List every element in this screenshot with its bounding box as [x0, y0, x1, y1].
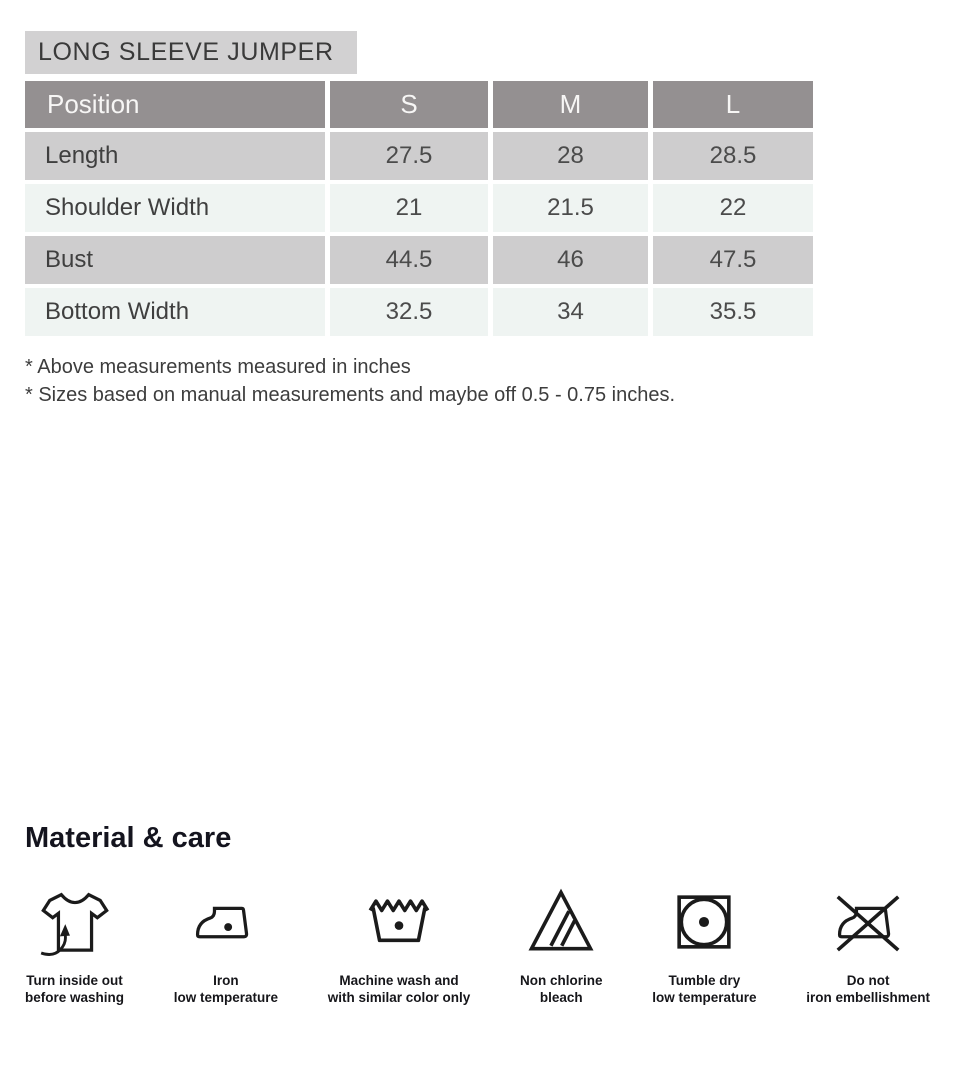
care-item-do-not-iron: Do not iron embellishment [806, 886, 930, 1006]
cell-shoulder-l: 22 [653, 184, 813, 232]
cell-bust-m: 46 [493, 236, 648, 284]
cell-bottom-m: 34 [493, 288, 648, 336]
machine-wash-icon [363, 886, 435, 958]
cell-length-m: 28 [493, 132, 648, 180]
size-chart-table: Position S M L Length 27.5 28 28.5 Shoul… [25, 81, 813, 336]
row-label-length: Length [25, 132, 325, 180]
footnotes: * Above measurements measured in inches … [25, 353, 958, 409]
size-guide-page: LONG SLEEVE JUMPER Position S M L Length… [0, 31, 958, 1086]
footnote-units: * Above measurements measured in inches [25, 356, 411, 378]
column-header-m: M [493, 81, 648, 128]
cell-shoulder-s: 21 [330, 184, 488, 232]
row-label-bust: Bust [25, 236, 325, 284]
row-label-bottom-width: Bottom Width [25, 288, 325, 336]
non-chlorine-bleach-icon [522, 886, 600, 958]
cell-bust-s: 44.5 [330, 236, 488, 284]
care-item-machine-wash: Machine wash and with similar color only [327, 886, 471, 1006]
turn-inside-out-icon [38, 886, 112, 958]
care-label: Turn inside out before washing [25, 973, 125, 1005]
care-item-non-chlorine: Non chlorine bleach [520, 886, 603, 1006]
care-label: Do not iron embellishment [806, 973, 930, 1005]
column-header-l: L [653, 81, 813, 128]
material-care-heading: Material & care [25, 822, 232, 854]
cell-bottom-l: 35.5 [653, 288, 813, 336]
care-symbols-row: Turn inside out before washing Iron low … [25, 886, 930, 1006]
care-item-iron-low: Iron low temperature [174, 886, 278, 1006]
cell-bust-l: 47.5 [653, 236, 813, 284]
cell-length-l: 28.5 [653, 132, 813, 180]
cell-bottom-s: 32.5 [330, 288, 488, 336]
care-item-turn-inside-out: Turn inside out before washing [25, 886, 124, 1006]
product-title-box: LONG SLEEVE JUMPER [25, 31, 357, 74]
column-header-position: Position [25, 81, 325, 128]
care-label: Machine wash and with similar color only [327, 973, 471, 1005]
tumble-dry-low-icon [668, 886, 740, 958]
cell-length-s: 27.5 [330, 132, 488, 180]
do-not-iron-icon [831, 886, 905, 958]
footnote-tolerance: * Sizes based on manual measurements and… [25, 384, 676, 406]
care-label: Iron low temperature [173, 973, 279, 1005]
care-label: Tumble dry low temperature [652, 973, 757, 1005]
care-label: Non chlorine bleach [519, 973, 603, 1005]
care-item-tumble-dry: Tumble dry low temperature [652, 886, 757, 1006]
iron-low-temperature-icon [190, 886, 262, 958]
product-title: LONG SLEEVE JUMPER [38, 38, 334, 66]
cell-shoulder-m: 21.5 [493, 184, 648, 232]
row-label-shoulder-width: Shoulder Width [25, 184, 325, 232]
column-header-s: S [330, 81, 488, 128]
